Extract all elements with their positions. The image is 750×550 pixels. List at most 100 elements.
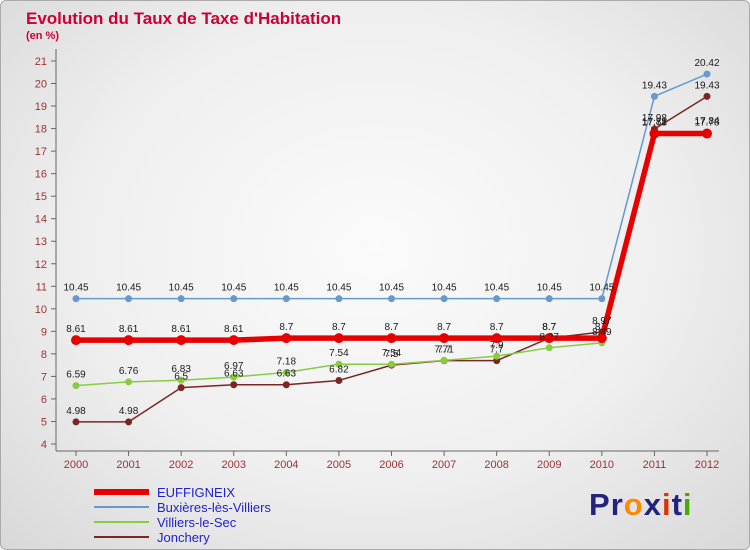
x-tick-label: 2009 (537, 459, 561, 471)
data-point (281, 333, 292, 344)
point-label: 17.78 (642, 118, 667, 129)
x-tick-label: 2003 (222, 459, 246, 471)
point-label: 6.63 (277, 369, 297, 380)
data-point (650, 92, 658, 100)
data-point (176, 335, 187, 346)
data-point (125, 295, 133, 303)
data-point (71, 335, 81, 346)
data-point (491, 333, 502, 344)
point-label: 10.45 (169, 283, 194, 294)
point-label: 8.7 (542, 322, 556, 333)
y-tick-label: 16 (35, 169, 47, 181)
data-point (282, 295, 290, 303)
legend-swatch (94, 521, 149, 523)
proxiti-logo: Proxiti (589, 487, 693, 523)
point-label: 6.59 (66, 370, 86, 381)
point-label: 10.45 (589, 283, 614, 294)
logo-letter: x (643, 487, 662, 522)
data-point (72, 418, 80, 426)
data-point (649, 128, 660, 139)
point-label: 8.7 (595, 322, 609, 333)
point-label: 8.7 (279, 322, 293, 333)
data-point (544, 333, 555, 344)
data-point (177, 295, 185, 303)
logo-letter: t (671, 487, 683, 522)
x-tick-label: 2012 (695, 459, 719, 471)
point-label: 20.42 (694, 58, 719, 69)
point-label: 10.45 (537, 283, 562, 294)
data-point (335, 360, 343, 368)
point-label: 10.45 (221, 283, 246, 294)
legend-item: Buxières-lès-Villiers (94, 500, 271, 515)
data-point (228, 335, 239, 346)
point-label: 17.98 (642, 113, 667, 124)
legend-label: Jonchery (157, 529, 210, 545)
point-label: 10.45 (63, 283, 88, 294)
point-label: 8.7 (490, 322, 504, 333)
data-point (177, 384, 185, 392)
point-label: 7.5 (385, 349, 399, 360)
data-point (282, 368, 290, 376)
point-label: 8.61 (119, 324, 139, 335)
x-tick-label: 2010 (590, 459, 614, 471)
y-tick-label: 7 (41, 371, 47, 383)
point-label: 7.18 (277, 356, 297, 367)
point-label: 7.54 (382, 348, 402, 359)
series-line-EUFFIGNEIX (76, 130, 707, 343)
y-tick-label: 13 (35, 236, 47, 248)
data-point (598, 295, 606, 303)
x-tick-label: 2002 (169, 459, 193, 471)
y-tick-label: 8 (41, 349, 47, 361)
point-label: 17.78 (694, 118, 719, 129)
y-tick-label: 14 (35, 214, 47, 226)
data-point (545, 344, 553, 352)
point-label: 10.45 (379, 283, 404, 294)
point-label: 8.7 (542, 322, 556, 333)
point-label: 7.54 (329, 348, 349, 359)
point-label: 8.97 (592, 316, 612, 327)
data-point (388, 295, 395, 303)
y-tick-label: 10 (35, 304, 47, 316)
data-point (386, 333, 397, 344)
point-label: 10.45 (326, 283, 351, 294)
point-label: 6.97 (224, 361, 244, 372)
y-tick-label: 18 (35, 124, 47, 136)
point-label: 8.49 (592, 327, 612, 338)
point-label: 17.84 (694, 116, 719, 127)
data-point (282, 381, 290, 389)
data-point (123, 335, 134, 346)
logo-letter: o (623, 487, 644, 522)
y-tick-label: 21 (35, 56, 47, 68)
point-label: 7.71 (434, 344, 454, 355)
y-tick-label: 12 (35, 259, 47, 271)
legend-swatch (94, 536, 149, 538)
data-point (72, 295, 80, 303)
point-label: 8.27 (540, 332, 560, 343)
y-tick-label: 4 (41, 439, 47, 451)
point-label: 10.45 (432, 283, 457, 294)
y-tick-label: 11 (36, 281, 47, 293)
point-label: 8.61 (66, 324, 86, 335)
data-point (596, 333, 607, 344)
data-point (230, 373, 238, 381)
point-label: 6.83 (171, 364, 191, 375)
y-tick-label: 17 (35, 146, 47, 158)
logo-letter: i (682, 487, 693, 522)
point-label: 8.7 (437, 322, 451, 333)
legend-label: Villiers-le-Sec (157, 514, 237, 530)
point-label: 6.5 (174, 372, 188, 383)
x-tick-label: 2005 (327, 459, 351, 471)
y-tick-label: 15 (35, 191, 47, 203)
y-tick-label: 20 (35, 79, 47, 91)
point-label: 19.43 (694, 80, 719, 91)
data-point (702, 128, 712, 139)
y-tick-label: 6 (41, 394, 47, 406)
data-point (493, 295, 501, 303)
x-tick-label: 2007 (432, 459, 456, 471)
data-point (125, 378, 133, 386)
point-label: 10.45 (484, 283, 509, 294)
point-label: 7.7 (437, 345, 451, 356)
data-point (440, 356, 448, 364)
data-point (388, 360, 395, 368)
